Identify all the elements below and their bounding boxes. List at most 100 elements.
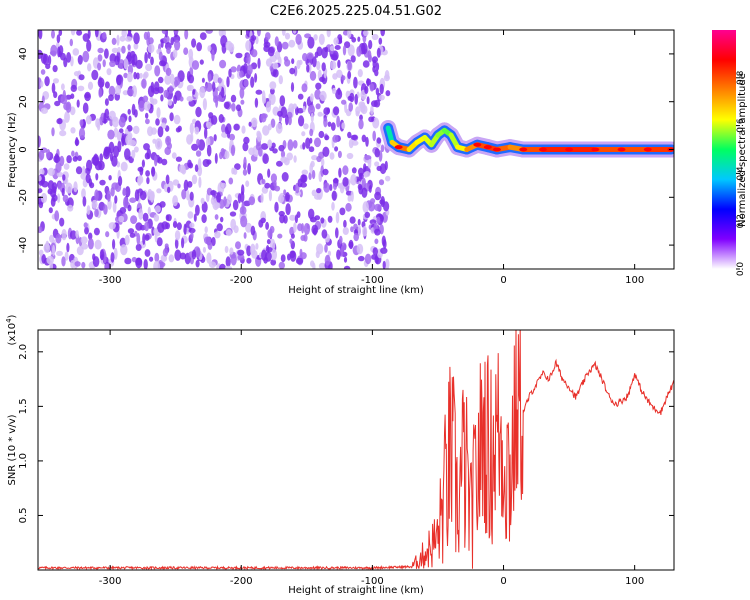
noise-speckle [99,179,106,186]
noise-speckle [332,73,338,80]
noise-speckle [46,255,54,265]
noise-speckle [81,188,86,199]
noise-speckle [169,73,175,85]
noise-speckle [107,129,115,140]
noise-speckle [142,233,146,246]
noise-speckle [156,107,161,119]
noise-speckle [99,249,105,261]
noise-speckle [242,168,248,176]
noise-speckle [179,252,187,260]
noise-speckle [288,39,296,48]
noise-speckle [347,70,352,80]
noise-speckle [172,179,180,186]
noise-speckle [41,180,49,188]
noise-speckle [324,46,329,53]
noise-speckle [353,223,358,230]
noise-speckle [218,263,227,269]
noise-speckle [149,96,154,104]
noise-speckle [82,165,86,176]
noise-speckle [310,160,315,168]
noise-speckle [61,229,67,241]
noise-speckle [99,153,103,162]
noise-speckle [122,90,129,96]
noise-speckle [362,201,369,214]
noise-speckle [309,128,314,137]
noise-speckle [39,168,45,176]
noise-speckle [305,137,311,149]
noise-speckle [374,161,380,167]
noise-speckle [320,217,325,224]
noise-speckle [293,155,297,163]
x-tick-label: -100 [361,576,384,587]
noise-speckle [265,58,273,67]
noise-speckle [124,36,133,42]
noise-speckle [303,123,309,130]
noise-speckle [326,30,331,38]
signal-peak [617,147,626,152]
noise-speckle [123,196,129,209]
noise-speckle [359,172,364,180]
noise-speckle [130,215,138,225]
noise-speckle [268,189,272,202]
noise-speckle [314,137,321,148]
noise-speckle [61,83,65,91]
noise-speckle [221,87,225,99]
noise-speckle [54,100,61,107]
noise-speckle [169,112,174,122]
noise-speckle [313,34,318,41]
noise-speckle [289,67,296,75]
noise-speckle [125,134,133,146]
noise-speckle [185,189,190,201]
noise-speckle [362,226,368,237]
noise-speckle [66,242,70,253]
noise-speckle [105,231,110,238]
noise-speckle [283,56,289,62]
noise-speckle [367,201,376,212]
noise-speckle [135,243,142,251]
noise-speckle [146,148,151,160]
noise-speckle [298,115,305,127]
noise-speckle [214,153,218,164]
noise-speckle [62,194,69,203]
y-tick-label: -20 [18,189,29,205]
noise-speckle [243,156,247,169]
noise-speckle [342,177,349,187]
noise-speckle [367,159,372,169]
y-tick-label: 1.5 [18,398,29,414]
noise-speckle [86,39,92,52]
noise-speckle [191,38,197,48]
noise-speckle [335,211,340,224]
noise-speckle [186,134,193,145]
noise-speckle [220,216,224,223]
noise-speckle [154,231,158,243]
noise-speckle [206,136,211,148]
noise-speckle [38,249,44,256]
noise-speckle [273,180,277,187]
noise-speckle [366,96,370,105]
noise-speckle [153,260,160,269]
noise-speckle [384,70,390,80]
noise-speckle [150,192,155,203]
noise-speckle [334,45,341,50]
noise-speckle [374,228,381,236]
noise-speckle [142,95,149,103]
noise-speckle [69,230,77,240]
noise-speckle [315,82,322,90]
noise-speckle [237,253,245,261]
noise-speckle [297,93,304,100]
noise-speckle [265,101,272,113]
noise-speckle [285,114,289,126]
noise-speckle [271,142,276,149]
noise-speckle [357,224,361,237]
noise-speckle [376,216,381,224]
noise-speckle [347,195,352,202]
noise-speckle [91,156,99,166]
noise-speckle [121,45,126,54]
noise-speckle [189,122,194,135]
noise-speckle [331,87,337,94]
noise-speckle [201,201,208,213]
noise-speckle [224,265,233,269]
noise-speckle [256,132,262,142]
noise-speckle [318,262,327,269]
noise-speckle [200,197,205,205]
